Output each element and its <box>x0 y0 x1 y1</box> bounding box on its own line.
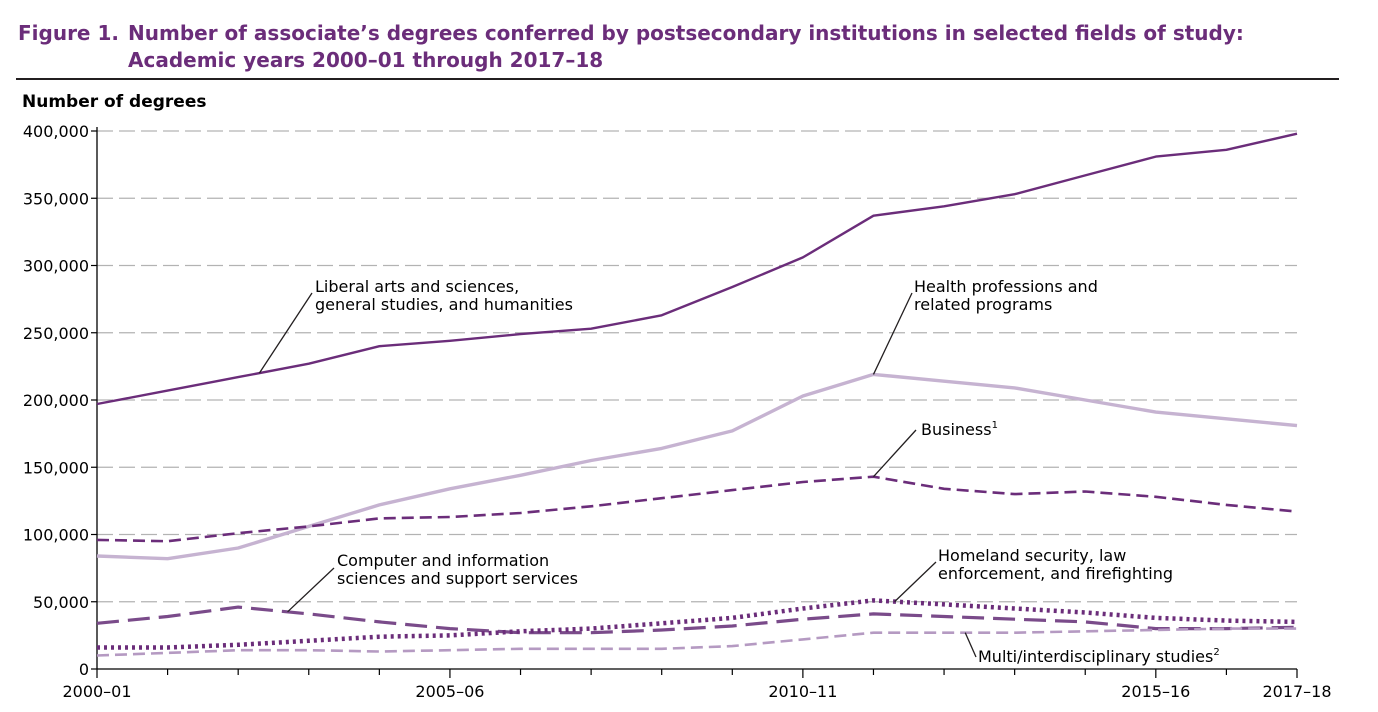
y-tick-label: 50,000 <box>33 593 89 612</box>
series-line-3 <box>96 605 1298 635</box>
annotation-label: Liberal arts and sciences, <box>315 277 519 296</box>
y-tick-label: 400,000 <box>23 122 89 141</box>
title-rule <box>16 78 1339 80</box>
annotation-label: Computer and information <box>337 551 549 570</box>
series-line-5 <box>96 627 1297 657</box>
x-tick-label: 2015–16 <box>1121 682 1190 701</box>
figure-title: Number of associate’s degrees conferred … <box>128 21 1244 72</box>
y-tick-label: 0 <box>79 660 89 679</box>
series-annotations: Liberal arts and sciences,general studie… <box>258 277 1220 666</box>
annotation-label: general studies, and humanities <box>315 295 573 314</box>
annotation-footnote-marker: 1 <box>992 420 998 431</box>
annotation-footnote-marker: 2 <box>1213 647 1219 658</box>
series-line-0 <box>96 132 1298 406</box>
annotation-label: related programs <box>914 295 1052 314</box>
y-tick-label: 250,000 <box>23 324 89 343</box>
series-line-4 <box>97 598 1298 650</box>
annotation-leader <box>287 567 335 613</box>
y-tick-label: 200,000 <box>23 391 89 410</box>
annotation-leader <box>872 429 917 478</box>
x-tick-label: 2017–18 <box>1262 682 1331 701</box>
series-lines <box>96 132 1298 657</box>
annotation-leader <box>872 292 913 375</box>
series-line-2 <box>96 475 1298 543</box>
x-tick-label: 2010–11 <box>768 682 837 701</box>
x-tick-label: 2005–06 <box>415 682 484 701</box>
y-tick-label: 100,000 <box>23 526 89 545</box>
y-tick-label: 350,000 <box>23 189 89 208</box>
annotation-label: Homeland security, law <box>938 546 1126 565</box>
figure-label: Figure 1. <box>18 21 119 45</box>
y-axis-label: Number of degrees <box>22 92 206 112</box>
axes: 0 50,000 100,000 150,000 200,000 250,000 300,0… <box>23 122 1332 701</box>
annotation-leader <box>964 632 977 658</box>
annotation-label: sciences and support services <box>337 569 578 588</box>
y-tick-label: 150,000 <box>23 458 89 477</box>
gridlines <box>97 130 1297 603</box>
annotation-label: Health professions and <box>914 277 1098 296</box>
y-tick-label: 300,000 <box>23 257 89 276</box>
annotation-leader <box>258 292 313 374</box>
annotation-label: Multi/interdisciplinary studies2 <box>978 647 1220 666</box>
series-line-1 <box>96 372 1298 561</box>
annotation-leader <box>894 561 937 603</box>
annotation-label: Business1 <box>921 420 998 439</box>
x-tick-label: 2000–01 <box>62 682 131 701</box>
annotation-label: enforcement, and firefighting <box>938 564 1173 583</box>
